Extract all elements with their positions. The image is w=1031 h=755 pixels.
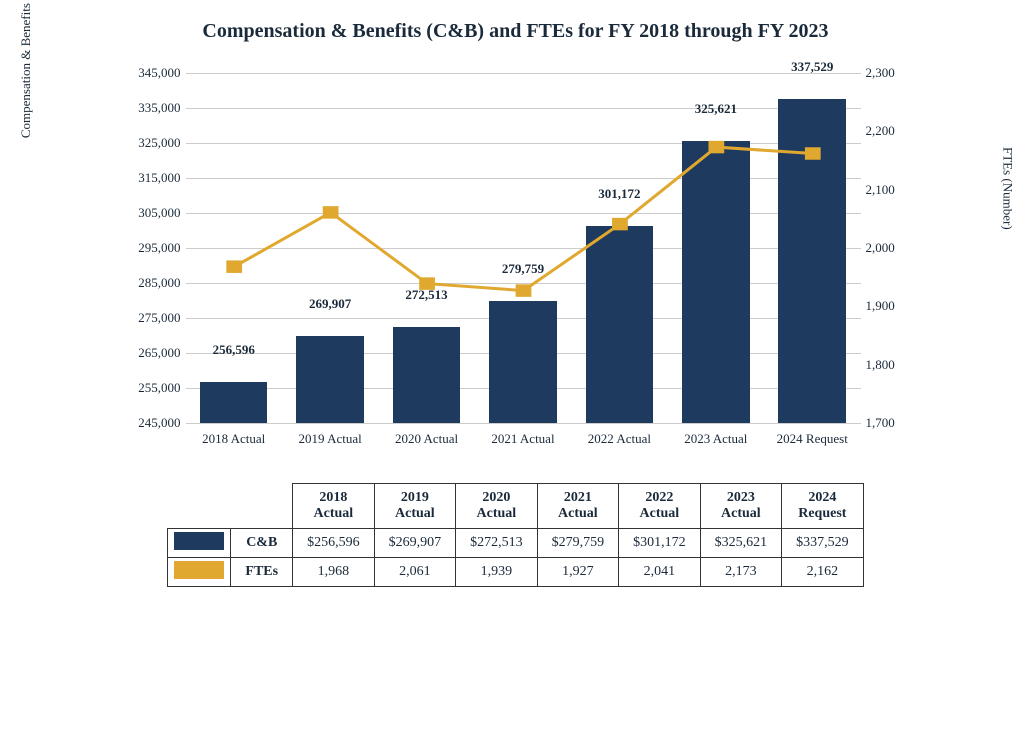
y-left-tick: 245,000	[116, 415, 181, 431]
table-column-header: 2020Actual	[456, 484, 538, 529]
y-left-tick: 285,000	[116, 275, 181, 291]
bar-value-label: 301,172	[598, 186, 640, 206]
x-axis-label: 2018 Actual	[186, 427, 282, 453]
table-column-header: 2018Actual	[293, 484, 375, 529]
y-right-tick: 2,100	[866, 182, 916, 198]
y-right-tick: 2,200	[866, 123, 916, 139]
chart-area: Compensation & Benefits (In thousands of…	[36, 73, 996, 453]
table-blank-cell	[168, 484, 231, 529]
y-right-tick: 1,800	[866, 357, 916, 373]
table-cell: $301,172	[619, 529, 701, 558]
y-right-tick: 1,900	[866, 298, 916, 314]
y-left-tick: 325,000	[116, 135, 181, 151]
legend-swatch-cell	[168, 529, 231, 558]
x-axis-label: 2020 Actual	[378, 427, 474, 453]
table-cell: 1,968	[293, 558, 375, 587]
bar-slot: 269,907	[282, 73, 378, 423]
bar-slot: 325,621	[668, 73, 764, 423]
table-column-header: 2021Actual	[537, 484, 619, 529]
table-column-header: 2022Actual	[619, 484, 701, 529]
table-cell: 1,939	[456, 558, 538, 587]
table-row-label: C&B	[231, 529, 293, 558]
bars-container: 256,596 269,907 272,513 279,759 301,172 325,6…	[186, 73, 861, 423]
data-table: 2018Actual2019Actual2020Actual2021Actual…	[167, 483, 863, 587]
table-cell: 2,162	[782, 558, 864, 587]
bar-slot: 256,596	[186, 73, 282, 423]
bar	[586, 226, 653, 423]
bar-slot: 337,529	[764, 73, 860, 423]
bar-value-label: 269,907	[309, 296, 351, 316]
bar-value-label: 279,759	[502, 261, 544, 281]
bar-value-label: 256,596	[213, 342, 255, 362]
bar-value-label: 272,513	[405, 287, 447, 307]
legend-swatch	[174, 532, 224, 550]
y-axis-left-label: Compensation & Benefits (In thousands of…	[18, 0, 34, 138]
bar	[393, 327, 460, 423]
y-right-tick: 2,000	[866, 240, 916, 256]
table-cell: $272,513	[456, 529, 538, 558]
legend-swatch-cell	[168, 558, 231, 587]
table-cell: 2,061	[374, 558, 456, 587]
y-left-tick: 315,000	[116, 170, 181, 186]
bar	[200, 382, 267, 423]
bar	[296, 336, 363, 423]
table-cell: $337,529	[782, 529, 864, 558]
bar-value-label: 325,621	[695, 101, 737, 121]
table-column-header: 2023Actual	[700, 484, 782, 529]
bar	[778, 99, 845, 423]
table-cell: 1,927	[537, 558, 619, 587]
bar-slot: 272,513	[378, 73, 474, 423]
chart-title: Compensation & Benefits (C&B) and FTEs f…	[20, 20, 1011, 43]
table-cell: $325,621	[700, 529, 782, 558]
table-cell: 2,173	[700, 558, 782, 587]
x-labels: 2018 Actual2019 Actual2020 Actual2021 Ac…	[186, 427, 861, 453]
y-left-tick: 255,000	[116, 380, 181, 396]
plot-area: 245,000 255,000 265,000 275,000 285,000 295,0…	[116, 73, 916, 453]
table-row-label: FTEs	[231, 558, 293, 587]
table-cell: $279,759	[537, 529, 619, 558]
table-column-header: 2024Request	[782, 484, 864, 529]
bar	[682, 141, 749, 423]
bar-slot: 301,172	[571, 73, 667, 423]
y-axis-right-label: FTEs (Number)	[1000, 147, 1016, 230]
table-cell: $269,907	[374, 529, 456, 558]
x-axis-label: 2024 Request	[764, 427, 860, 453]
bar-slot: 279,759	[475, 73, 571, 423]
y-right-tick: 1,700	[866, 415, 916, 431]
y-left-tick: 295,000	[116, 240, 181, 256]
y-left-tick: 305,000	[116, 205, 181, 221]
table-cell: $256,596	[293, 529, 375, 558]
y-left-tick: 335,000	[116, 100, 181, 116]
table-cell: 2,041	[619, 558, 701, 587]
bar-value-label: 337,529	[791, 59, 833, 79]
grid-line	[186, 423, 861, 424]
y-right-tick: 2,300	[866, 65, 916, 81]
legend-swatch	[174, 561, 224, 579]
x-axis-label: 2023 Actual	[668, 427, 764, 453]
table-blank-cell	[231, 484, 293, 529]
y-left-tick: 265,000	[116, 345, 181, 361]
y-left-tick: 345,000	[116, 65, 181, 81]
x-axis-label: 2022 Actual	[571, 427, 667, 453]
bar	[489, 301, 556, 423]
table-column-header: 2019Actual	[374, 484, 456, 529]
x-axis-label: 2021 Actual	[475, 427, 571, 453]
y-left-tick: 275,000	[116, 310, 181, 326]
x-axis-label: 2019 Actual	[282, 427, 378, 453]
